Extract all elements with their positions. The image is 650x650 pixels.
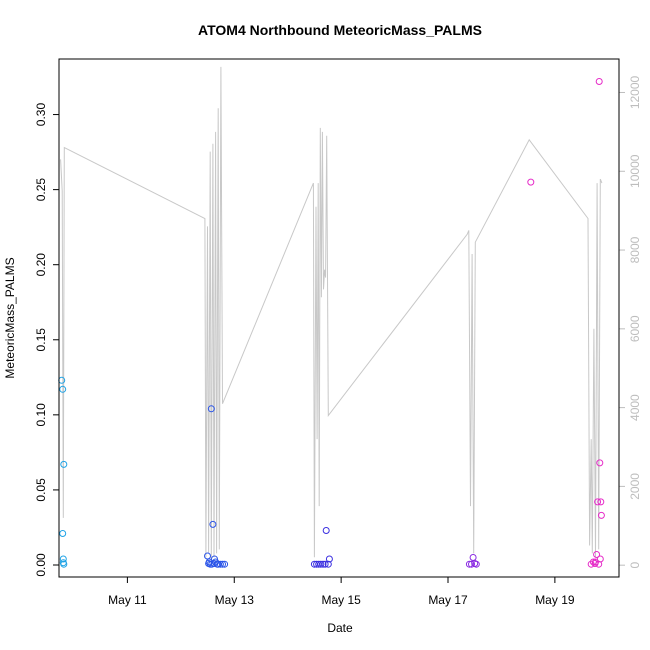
y2-tick-label: 8000 xyxy=(628,236,642,263)
y-tick-label: 0.10 xyxy=(34,403,48,427)
y-axis-label: MeteoricMass_PALMS xyxy=(3,257,17,378)
data-point xyxy=(321,560,329,568)
axes-layer: May 11 May 13 May 15 May 17 May 19 0.00 0.05 0.… xyxy=(34,75,642,607)
y2-tick-label: 2000 xyxy=(628,473,642,500)
y-tick-label: 0.20 xyxy=(34,253,48,277)
data-point xyxy=(60,460,68,468)
data-point xyxy=(205,560,213,567)
data-point xyxy=(587,560,595,568)
data-point xyxy=(469,554,477,561)
y-tick-label: 0.15 xyxy=(34,328,48,352)
x-tick-label: May 13 xyxy=(215,593,255,607)
x-tick-label: May 17 xyxy=(428,593,468,607)
data-point xyxy=(207,405,215,413)
y2-tick-label: 12000 xyxy=(628,75,642,109)
data-point xyxy=(219,560,226,568)
plot-frame xyxy=(58,58,620,578)
data-point xyxy=(527,178,535,186)
data-point xyxy=(468,560,475,568)
y2-tick-label: 4000 xyxy=(628,394,642,421)
data-point xyxy=(208,560,216,568)
data-point xyxy=(325,555,333,563)
data-point xyxy=(597,511,605,519)
data-point xyxy=(465,560,473,568)
data-point xyxy=(596,459,604,467)
x-tick-label: May 15 xyxy=(321,593,361,607)
altitude-line xyxy=(60,66,603,560)
x-tick-label: May 19 xyxy=(535,593,575,607)
data-point xyxy=(60,560,68,568)
data-point xyxy=(317,560,325,568)
y-tick-label: 0.00 xyxy=(34,553,48,577)
x-axis-label: Date xyxy=(327,621,353,635)
data-point xyxy=(594,498,602,506)
y-tick-label: 0.05 xyxy=(34,478,48,502)
x-tick-label: May 11 xyxy=(108,593,147,607)
y2-tick-label: 10000 xyxy=(628,154,642,188)
data-point xyxy=(319,560,327,568)
data-point xyxy=(592,558,599,566)
altitude-line-layer xyxy=(60,66,603,560)
data-point xyxy=(209,520,217,528)
y2-tick-label: 6000 xyxy=(628,315,642,342)
data-point xyxy=(59,385,67,393)
data-point xyxy=(216,560,224,568)
data-point xyxy=(324,560,332,568)
scatter-points-layer xyxy=(58,78,605,568)
data-point xyxy=(472,560,480,568)
y2-tick-label: 0 xyxy=(628,562,642,569)
data-point xyxy=(595,78,603,85)
data-point xyxy=(59,530,67,537)
data-point xyxy=(221,560,229,568)
data-point xyxy=(593,551,601,558)
chart-title: ATOM4 Northbound MeteoricMass_PALMS xyxy=(198,22,482,38)
y-tick-label: 0.30 xyxy=(34,103,48,127)
data-point xyxy=(322,527,330,534)
y-tick-label: 0.25 xyxy=(34,178,48,202)
data-point xyxy=(597,498,605,506)
data-point xyxy=(59,555,67,563)
